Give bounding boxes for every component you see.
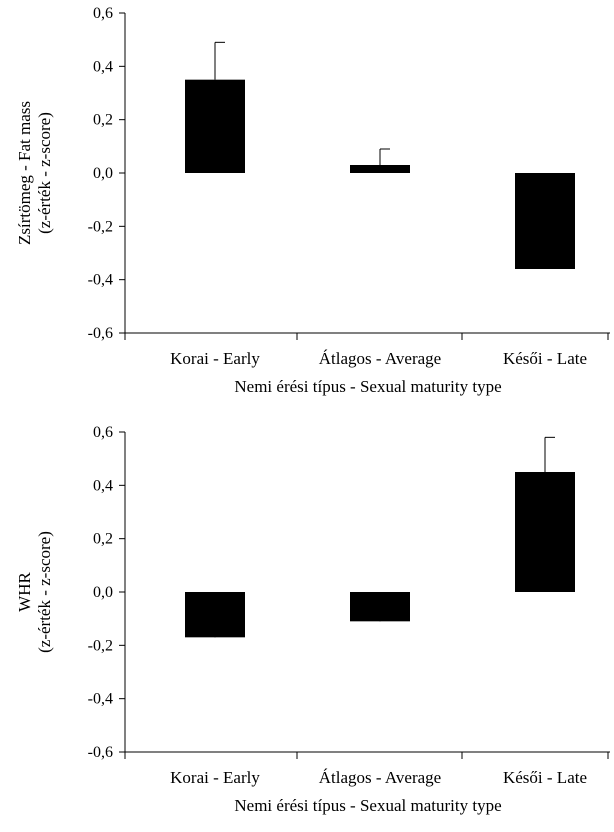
y-tick-label: -0,4 (88, 691, 113, 708)
y-tick-label: -0,2 (88, 637, 113, 654)
y-tick-label: -0,6 (88, 325, 113, 342)
y-tick-label: 0,2 (93, 531, 113, 548)
y-tick-label: 0,4 (93, 477, 113, 494)
y-axis-subtitle: (z-érték - z-score) (35, 531, 54, 653)
chart-panel-1: 0,6 0,4 0,2 0,0 -0,2 -0,4 -0,6 Korai - Early Átl… (15, 5, 610, 396)
y-tick-label: 0,6 (93, 424, 113, 441)
x-category-label: Átlagos - Average (319, 349, 441, 368)
y-tick-label: 0,2 (93, 112, 113, 129)
x-category-label: Korai - Early (170, 768, 260, 787)
x-axis-title: Nemi érési típus - Sexual maturity type (234, 377, 501, 396)
bar-1 (185, 79, 245, 173)
x-category-label: Átlagos - Average (319, 768, 441, 787)
y-tick-label: -0,2 (88, 218, 113, 235)
x-category-label: Korai - Early (170, 349, 260, 368)
x-axis-title: Nemi érési típus - Sexual maturity type (234, 796, 501, 815)
y-tick-label: 0,6 (93, 5, 113, 22)
chart-panel-2: 0,6 0,4 0,2 0,0 -0,2 -0,4 -0,6 Korai - Early Átl… (15, 424, 610, 815)
bar-3 (515, 472, 575, 592)
y-tick-label: -0,6 (88, 744, 113, 761)
x-category-label: Késői - Late (503, 349, 587, 368)
y-tick-label: 0,0 (93, 165, 113, 182)
x-category-label: Késői - Late (503, 768, 587, 787)
y-axis-title: WHR (15, 572, 34, 612)
y-axis-title: Zsírtömeg - Fat mass (15, 101, 34, 245)
bar-2 (350, 165, 410, 173)
y-tick-label: 0,0 (93, 584, 113, 601)
y-axis-subtitle: (z-érték - z-score) (35, 112, 54, 234)
y-tick-label: 0,4 (93, 58, 113, 75)
y-tick-label: -0,4 (88, 272, 113, 289)
